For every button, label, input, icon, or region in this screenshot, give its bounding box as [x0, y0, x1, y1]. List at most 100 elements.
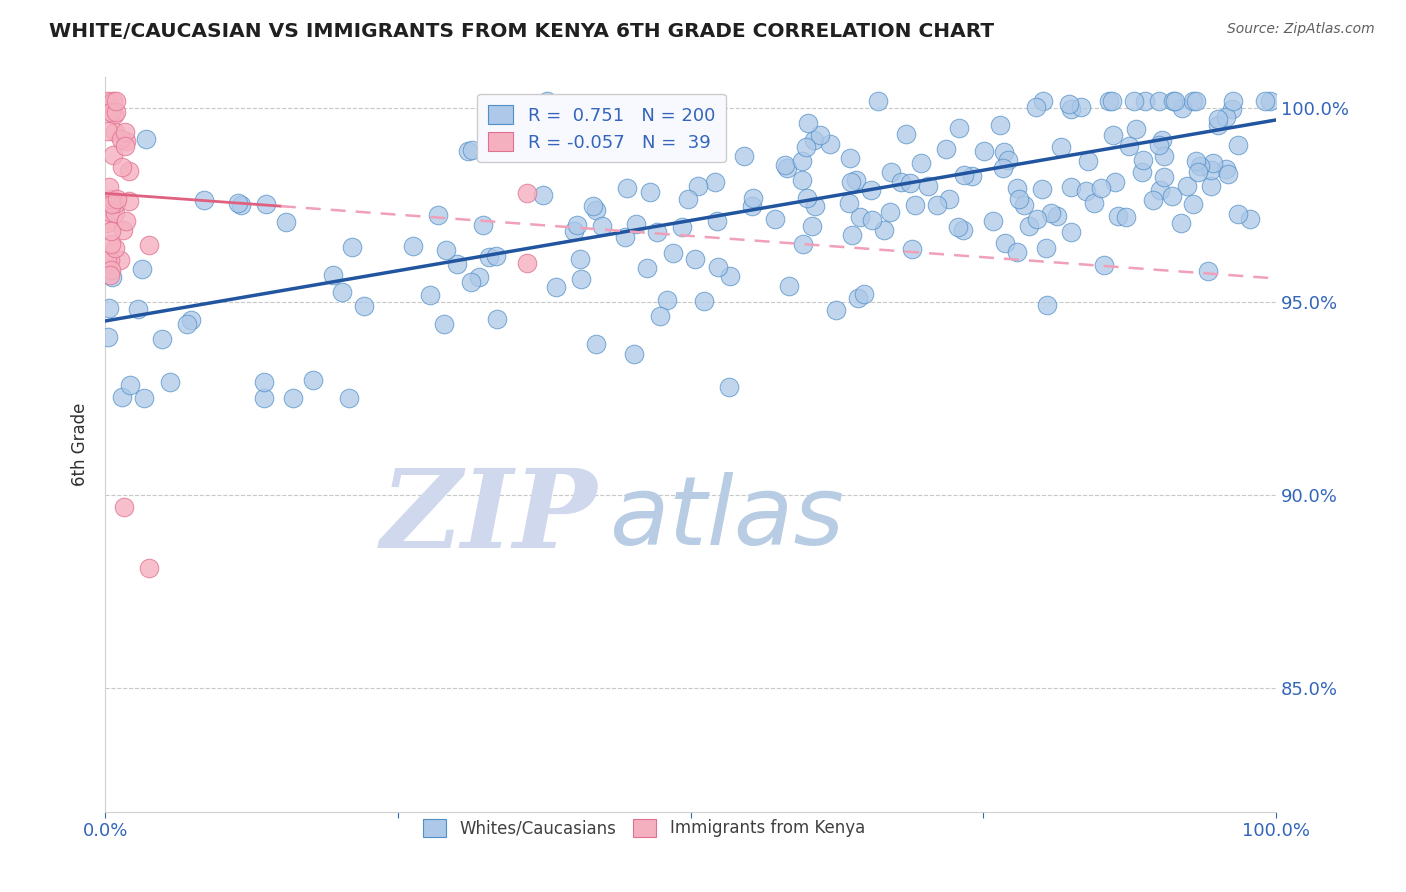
Point [900, 242, 922, 256]
Point [1104, 175, 1126, 189]
Point [536, 94, 558, 108]
Point [1153, 169, 1175, 184]
Point [104, 206, 127, 220]
Point [862, 213, 884, 227]
Point [1125, 122, 1147, 136]
Point [226, 196, 249, 211]
Point [114, 138, 136, 153]
Point [859, 183, 882, 197]
Point [707, 260, 730, 274]
Point [111, 160, 134, 174]
Point [274, 215, 297, 229]
Point [340, 240, 363, 254]
Point [1184, 153, 1206, 168]
Point [948, 120, 970, 135]
Point [104, 125, 127, 139]
Point [1035, 241, 1057, 255]
Point [1220, 102, 1243, 116]
Point [838, 196, 860, 211]
Point [471, 218, 494, 232]
Point [283, 391, 305, 405]
Point [938, 192, 960, 206]
Point [426, 208, 449, 222]
Point [1046, 209, 1069, 223]
Point [101, 197, 124, 211]
Point [100, 192, 122, 206]
Y-axis label: 6th Grade: 6th Grade [72, 403, 89, 486]
Point [1090, 181, 1112, 195]
Point [98, 205, 121, 219]
Point [825, 303, 848, 318]
Point [1008, 192, 1031, 206]
Point [114, 125, 136, 139]
Point [115, 214, 138, 228]
Point [898, 176, 921, 190]
Point [1197, 264, 1219, 278]
Point [1206, 112, 1229, 126]
Point [127, 302, 149, 317]
Point [717, 379, 740, 393]
Point [98, 301, 121, 315]
Point [433, 317, 456, 331]
Point [1163, 94, 1185, 108]
Point [792, 237, 814, 252]
Point [741, 191, 763, 205]
Point [1040, 205, 1063, 219]
Point [1253, 94, 1275, 108]
Point [103, 108, 125, 122]
Point [180, 312, 202, 326]
Point [1149, 183, 1171, 197]
Point [997, 153, 1019, 167]
Point [1177, 178, 1199, 193]
Point [671, 220, 693, 235]
Point [176, 318, 198, 332]
Point [688, 178, 710, 193]
Point [1147, 94, 1170, 108]
Text: ZIP: ZIP [380, 465, 598, 572]
Point [613, 230, 636, 244]
Point [808, 128, 831, 142]
Point [252, 391, 274, 405]
Point [1012, 198, 1035, 212]
Point [804, 199, 827, 213]
Point [1049, 140, 1071, 154]
Point [100, 104, 122, 119]
Point [117, 194, 139, 208]
Point [1130, 165, 1153, 179]
Point [118, 164, 141, 178]
Point [794, 140, 817, 154]
Point [960, 169, 983, 183]
Point [138, 238, 160, 252]
Point [917, 179, 939, 194]
Point [114, 500, 136, 514]
Point [981, 214, 1004, 228]
Point [105, 192, 128, 206]
Point [1018, 219, 1040, 234]
Point [337, 391, 360, 405]
Point [704, 175, 727, 189]
Point [988, 118, 1011, 132]
Point [419, 288, 441, 302]
Point [796, 116, 818, 130]
Point [1060, 180, 1083, 194]
Point [457, 145, 479, 159]
Point [100, 268, 122, 282]
Point [1215, 110, 1237, 124]
Point [993, 145, 1015, 159]
Point [648, 309, 671, 323]
Point [693, 128, 716, 143]
Point [1092, 258, 1115, 272]
Point [591, 219, 613, 234]
Point [1153, 149, 1175, 163]
Point [662, 246, 685, 260]
Point [330, 285, 353, 299]
Point [105, 196, 128, 211]
Point [118, 377, 141, 392]
Point [775, 158, 797, 172]
Point [952, 169, 974, 183]
Point [1161, 94, 1184, 108]
Point [792, 153, 814, 168]
Point [485, 312, 508, 326]
Point [531, 188, 554, 202]
Point [1222, 94, 1244, 108]
